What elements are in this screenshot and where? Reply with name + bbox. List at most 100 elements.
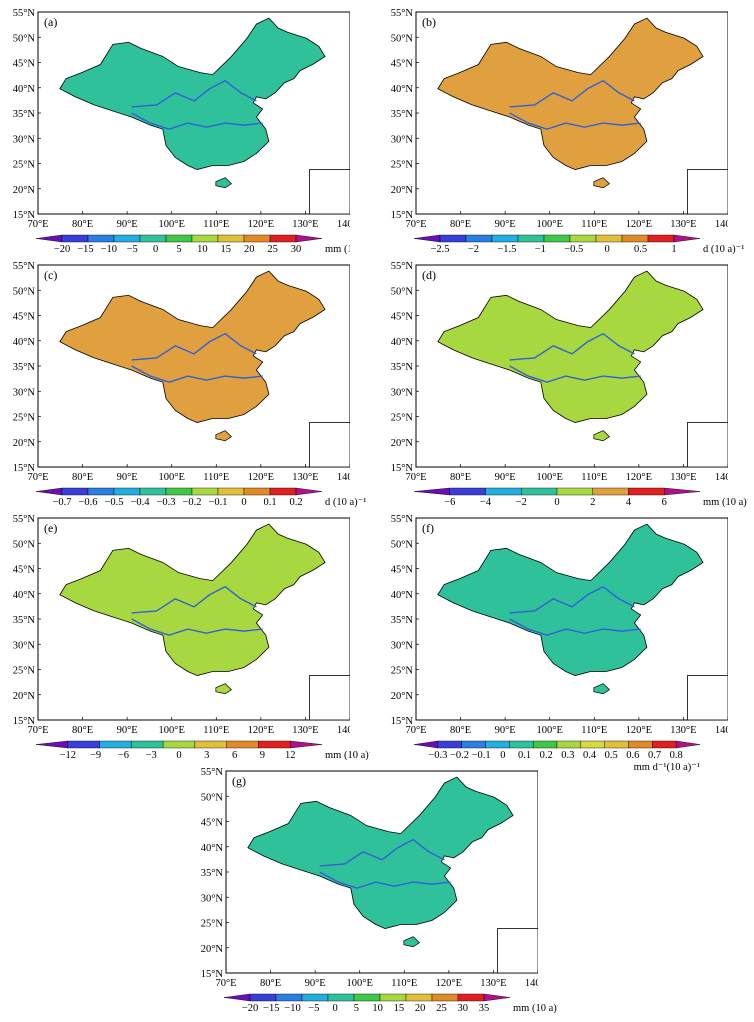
lat-tick-label: 45°N [13,565,36,576]
legend-swatch [35,234,63,243]
legend-tick-label: −4 [480,497,492,508]
legend-unit: mm (10 a)⁻¹ [325,750,370,761]
lon-tick-label: 80°E [450,725,471,736]
legend-swatch [67,740,100,749]
lon-tick-label: 80°E [260,978,281,989]
lon-tick-label: 80°E [72,219,93,230]
lon-tick-label: 120°E [626,219,652,230]
lon-tick-label: 130°E [292,725,318,736]
lon-tick-label: 80°E [450,472,471,483]
yangtze-river [131,365,263,383]
lon-tick-label: 140°E [715,725,728,736]
lat-tick-label: 45°N [13,312,36,323]
lat-tick-label: 35°N [13,109,36,120]
legend-swatch [226,740,259,749]
legend-tick-label: 20 [244,244,255,255]
lat-tick-label: 35°N [201,868,224,879]
legend-tick-label: 35 [479,1003,490,1014]
legend-swatch [301,993,329,1002]
lat-tick-label: 40°N [13,337,36,348]
lat-tick-label: 55°N [201,767,224,778]
lon-tick-label: 90°E [305,978,326,989]
legend-tick-label: 0.5 [634,244,647,255]
lon-tick-label: 80°E [450,219,471,230]
legend-swatch [243,234,271,243]
lon-tick-label: 100°E [159,725,185,736]
lon-tick-label: 130°E [292,472,318,483]
lat-tick-label: 20°N [391,185,414,196]
legend-swatch [131,740,164,749]
legend-swatch [457,993,485,1002]
lat-tick-label: 15°N [13,716,36,727]
legend-c: −0.7 −0.6 −0.5 −0.4 −0.3 −0.2 −0.1 0 0.1 0.2 d (10… [0,486,370,516]
china-outline [59,523,326,676]
legend-swatch [413,487,450,496]
south-china-sea-inset [687,169,728,215]
legend-swatch [165,487,193,496]
lat-tick-label: 30°N [13,640,36,651]
hainan-island [403,936,420,948]
legend-swatch [113,234,141,243]
legend-tick-label: 3 [204,750,209,761]
lat-tick-label: 55°N [13,261,36,272]
lon-tick-label: 120°E [248,725,274,736]
yellow-river [131,332,257,361]
lat-tick-label: 25°N [13,413,36,424]
lon-tick-label: 90°E [117,219,138,230]
legend-tick-label: 5 [354,1003,359,1014]
legend-tick-label: 15 [221,244,232,255]
lon-tick-label: 100°E [159,219,185,230]
legend-swatch [295,487,323,496]
legend-swatch [139,234,167,243]
lon-tick-label: 70°E [215,978,236,989]
lat-tick-label: 30°N [13,387,36,398]
legend-tick-label: 0 [605,244,610,255]
legend-tick-label: −15 [263,1003,279,1014]
lat-tick-label: 50°N [391,33,414,44]
lon-tick-label: 90°E [495,219,516,230]
lon-tick-label: 110°E [203,725,229,736]
lon-tick-label: 90°E [117,725,138,736]
legend-swatch [162,740,196,749]
lon-tick-label: 100°E [537,725,563,736]
legend-swatch [269,487,297,496]
hainan-island [593,430,610,442]
panel-label: (e) [44,521,57,535]
legend-tick-label: 0.2 [289,497,302,508]
lat-tick-label: 45°N [391,565,414,576]
legend-swatch [413,234,441,243]
legend-tick-label: 30 [291,244,302,255]
legend-tick-label: 0 [332,1003,337,1014]
yangtze-river [509,112,641,130]
legend-swatch [543,234,571,243]
legend-tick-label: −1.5 [497,244,516,255]
legend-tick-label: −0.7 [52,497,71,508]
legend-swatch [87,487,115,496]
panel-c: (c) 55°N 50°N 45°N 40°N 35°N 30°N 25°N 20°N 15°N 7… [0,253,350,503]
lat-tick-label: 40°N [391,337,414,348]
legend-swatch [327,993,355,1002]
legend-swatch [35,740,68,749]
legend-swatch [509,740,534,749]
lat-tick-label: 20°N [201,944,224,955]
legend-swatch [465,234,493,243]
legend-swatch [628,487,665,496]
panel-e: (e) 55°N 50°N 45°N 40°N 35°N 30°N 25°N 20°N 15°N 7… [0,506,350,756]
lon-tick-label: 70°E [27,725,48,736]
legend-tick-label: 2 [590,497,595,508]
legend-swatch [647,234,675,243]
lat-tick-label: 40°N [391,590,414,601]
china-outline [59,17,326,170]
legend-tick-label: 5 [176,244,181,255]
legend-swatch [61,487,89,496]
panel-label: (d) [422,268,436,282]
legend-tick-label: 0 [241,497,246,508]
lon-tick-label: 100°E [537,219,563,230]
panel-f-map: (f) 55°N 50°N 45°N 40°N 35°N 30°N 25°N 20°N 15°N7… [391,514,728,736]
lat-tick-label: 45°N [201,818,224,829]
yellow-river [509,585,635,614]
legend-swatch [621,234,649,243]
lat-tick-label: 40°N [13,84,36,95]
lon-tick-label: 110°E [203,219,229,230]
legend-g: −20 −15 −10 −5 0 5 10 15 20 25 30 35 mm (10 a)⁻¹ [188,992,565,1022]
